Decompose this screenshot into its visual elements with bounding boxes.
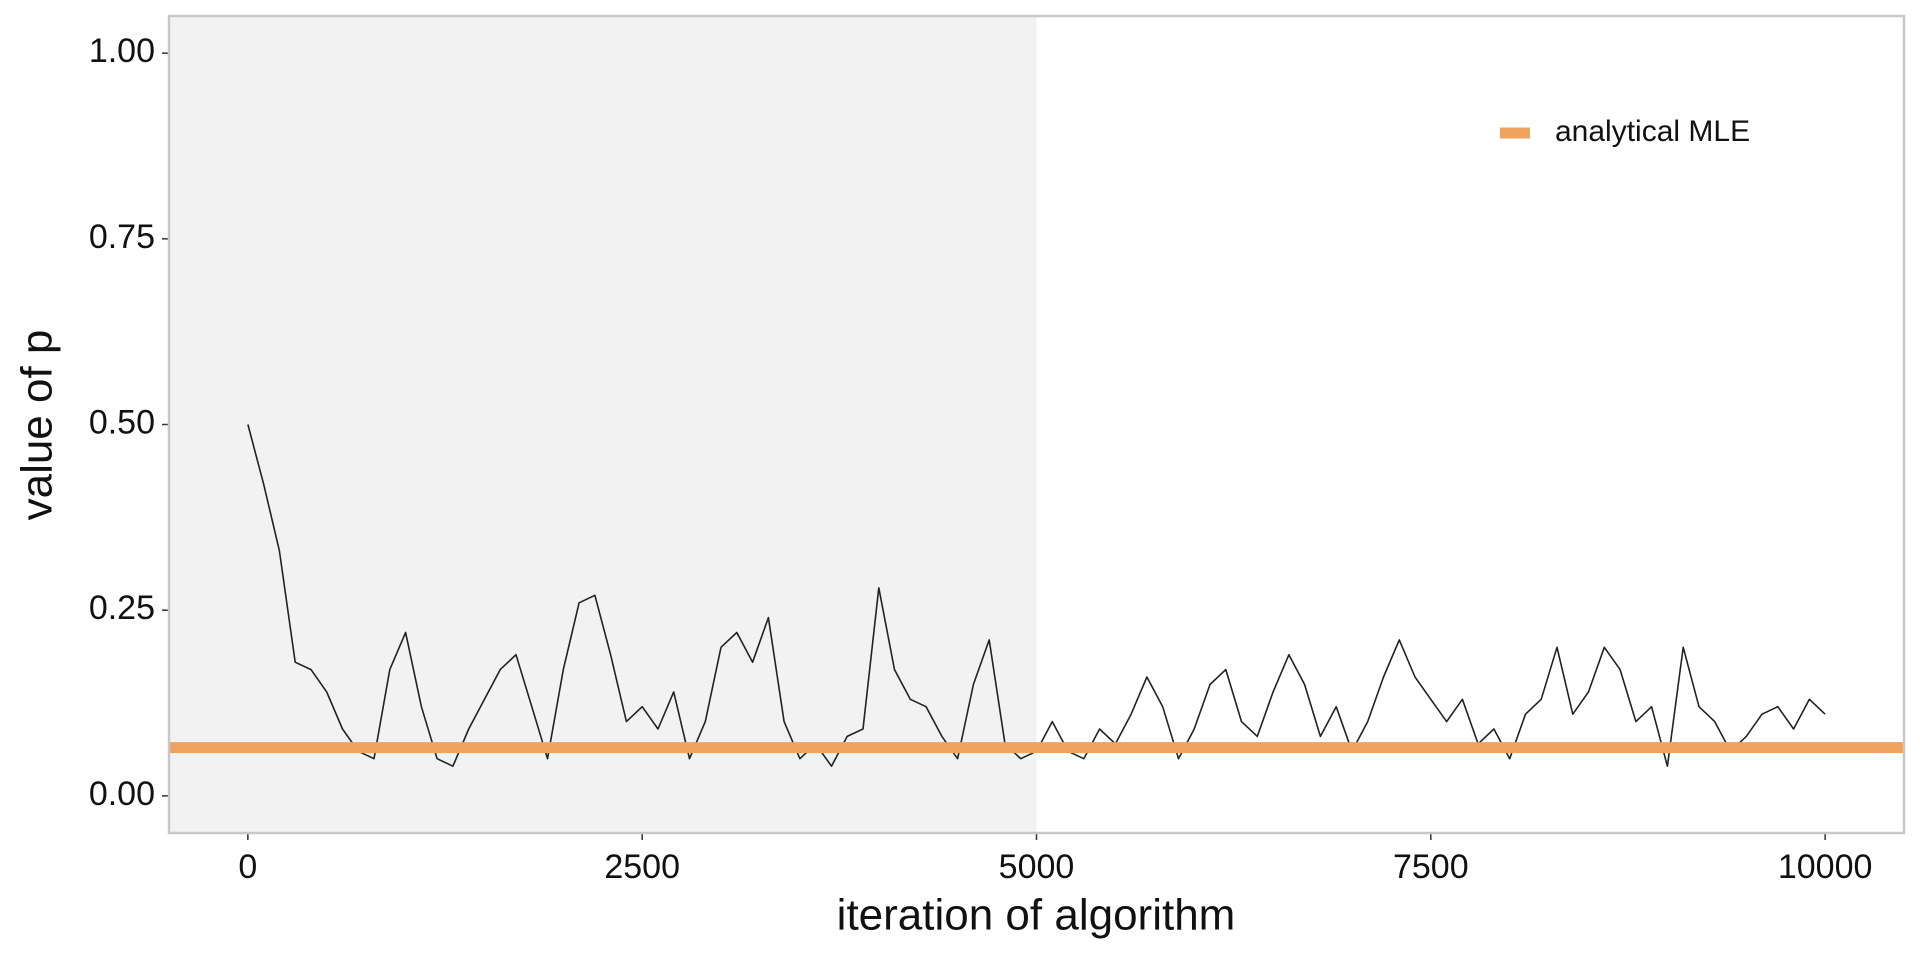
shaded-region xyxy=(169,16,1037,833)
y-tick-label: 0.25 xyxy=(89,589,155,627)
y-axis-title: value of p xyxy=(13,330,62,521)
y-tick-label: 0.75 xyxy=(89,218,155,256)
x-axis-title: iteration of algorithm xyxy=(837,891,1236,940)
x-tick-label: 7500 xyxy=(1393,848,1469,886)
panel-border xyxy=(167,14,1906,835)
legend-label: analytical MLE xyxy=(1555,115,1750,148)
x-tick-label: 10000 xyxy=(1778,848,1873,886)
x-tick-label: 0 xyxy=(238,848,257,886)
y-tick-label: 1.00 xyxy=(89,32,155,70)
y-tick-label: 0.50 xyxy=(89,403,155,441)
x-tick-label: 2500 xyxy=(604,848,680,886)
y-tick-label: 0.00 xyxy=(89,775,155,813)
x-tick-label: 5000 xyxy=(999,848,1075,886)
